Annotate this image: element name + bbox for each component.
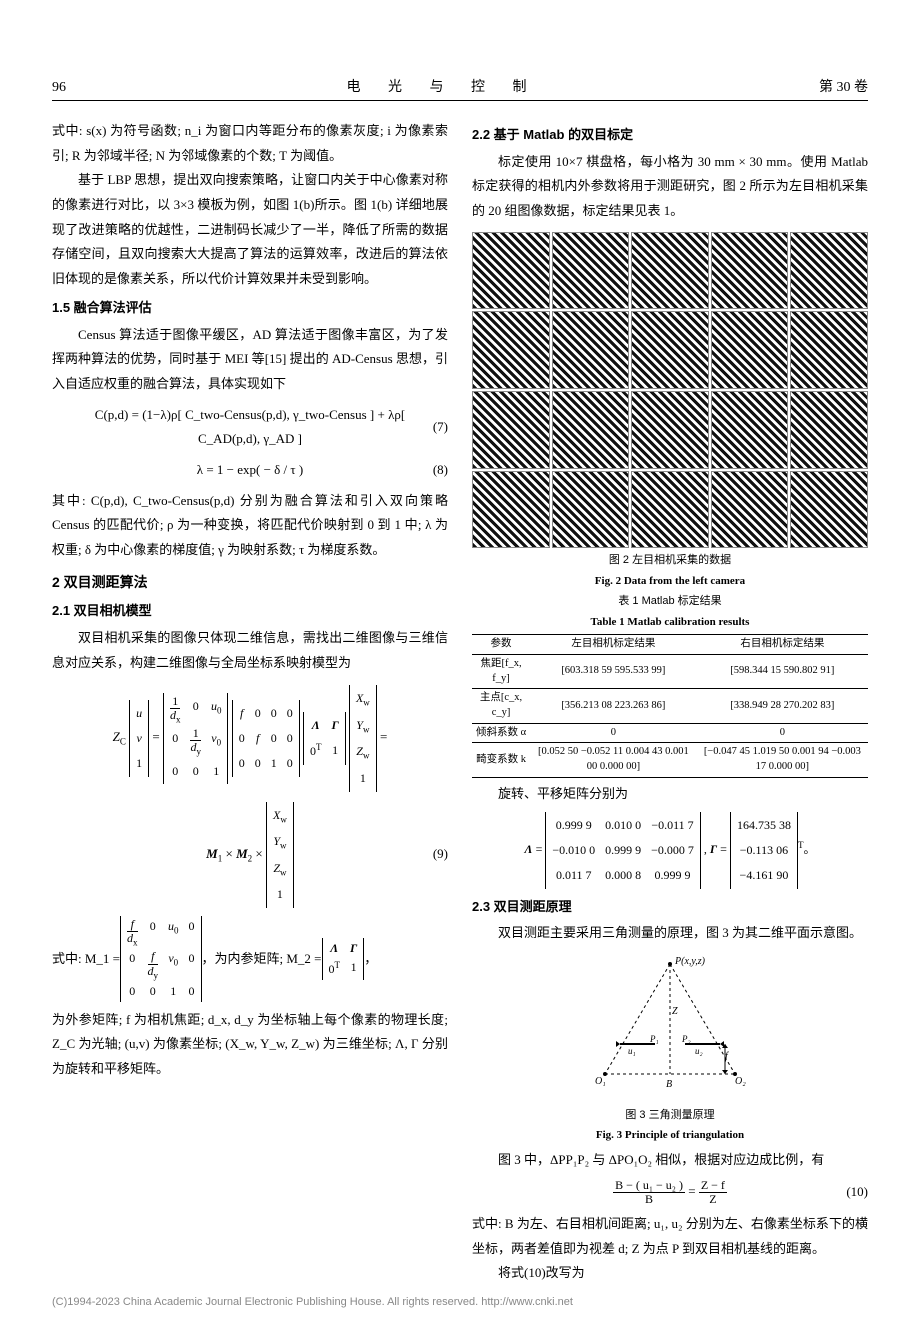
equation-number: (9) [433,842,448,867]
table-cell: [598.344 15 590.802 91] [697,654,868,688]
paragraph: 式中: M_1 = fdx0u00 0fdyv00 0010 ，为内参矩阵; M… [52,916,448,1002]
equation-10: B − ( u₁ − u₂ )B = Z − fZ (10) [472,1179,868,1206]
figure-2: 图 2 左目相机采集的数据 Fig. 2 Data from the left … [472,232,868,630]
table-header: 参数 [472,635,530,655]
section-heading: 2 双目测距算法 [52,569,448,596]
figure-caption-en: Fig. 2 Data from the left camera [472,573,868,590]
checkerboard-grid [472,232,868,548]
paragraph: 旋转、平移矩阵分别为 [472,782,868,807]
paragraph: 将式(10)改写为 [472,1261,868,1286]
svg-text:P₂: P₂ [681,1034,691,1044]
table-caption-en: Table 1 Matlab calibration results [472,614,868,631]
svg-text:f: f [725,1051,729,1062]
svg-text:P₁: P₁ [649,1034,659,1044]
figure-caption-en: Fig. 3 Principle of triangulation [472,1127,868,1144]
subsection-heading: 2.1 双目相机模型 [52,599,448,624]
equation-number: (8) [433,458,448,483]
volume: 第 30 卷 [819,76,868,96]
svg-text:O₂: O₂ [735,1076,746,1087]
svg-text:P(x,y,z): P(x,y,z) [674,956,706,967]
table-cell: 焦距[f_x, f_y] [472,654,530,688]
equation-body: ZC uv1 = 1dx0u0 01dyv0 001 f000 0f00 001… [113,685,388,791]
table-cell: [356.213 08 223.263 86] [530,689,697,723]
paragraph: 图 3 中，ΔPP₁P₂ 与 ΔPO₁O₂ 相似，根据对应边成比例，有 [472,1148,868,1173]
table-cell: 0 [697,723,868,743]
table-cell: 畸变系数 k [472,743,530,777]
equation-number: (7) [433,415,448,440]
paragraph: 标定使用 10×7 棋盘格，每小格为 30 mm × 30 mm。使用 Matl… [472,150,868,224]
paragraph: 其中: C(p,d), C_two-Census(p,d) 分别为融合算法和引入… [52,489,448,563]
equation-8: λ = 1 − exp( − δ / τ ) (8) [52,458,448,483]
paragraph: 双目测距主要采用三角测量的原理，图 3 为其二维平面示意图。 [472,921,868,946]
left-column: 式中: s(x) 为符号函数; n_i 为窗口内等距分布的像素灰度; i 为像素… [52,119,448,1286]
page-number: 96 [52,80,66,96]
svg-text:u₂: u₂ [695,1046,703,1056]
equation-number: (10) [846,1180,868,1205]
paragraph: 式中: s(x) 为符号函数; n_i 为窗口内等距分布的像素灰度; i 为像素… [52,119,448,168]
paragraph: Census 算法适于图像平缓区，AD 算法适于图像丰富区，为了发挥两种算法的优… [52,323,448,397]
journal-title: 电 光 与 控 制 [347,76,539,96]
equation-body: λ = 1 − exp( − δ / τ ) [197,458,303,483]
equation-7: C(p,d) = (1−λ)ρ[ C_two-Census(p,d), γ_tw… [52,403,448,452]
subsection-heading: 2.2 基于 Matlab 的双目标定 [472,123,868,148]
equation-9: ZC uv1 = 1dx0u0 01dyv0 001 f000 0f00 001… [52,685,448,791]
svg-text:B: B [666,1079,672,1090]
subsection-heading: 1.5 融合算法评估 [52,296,448,321]
svg-text:O₁: O₁ [595,1076,606,1087]
triangulation-diagram: P(x,y,z) Z u₁ P₁ u₂ P₂ f O₁ O₂ B [570,954,770,1094]
table-cell: 倾斜系数 α [472,723,530,743]
paragraph: 式中: B 为左、右目相机间距离; u₁, u₂ 分别为左、右像素坐标系下的横坐… [472,1212,868,1261]
figure-caption-cn: 图 3 三角测量原理 [472,1107,868,1124]
equation-9b: M1 × M2 × XwYwZw1 (9) [52,802,448,908]
subsection-heading: 2.3 双目测距原理 [472,895,868,920]
figure-3: P(x,y,z) Z u₁ P₁ u₂ P₂ f O₁ O₂ B 图 3 三角测… [472,954,868,1144]
table-cell: [0.052 50 −0.052 11 0.004 43 0.001 00 0.… [530,743,697,777]
calibration-table: 参数 左目相机标定结果 右目相机标定结果 焦距[f_x, f_y] [603.3… [472,634,868,778]
table-header: 右目相机标定结果 [697,635,868,655]
two-column-content: 式中: s(x) 为符号函数; n_i 为窗口内等距分布的像素灰度; i 为像素… [52,119,868,1286]
paragraph: 基于 LBP 思想，提出双向搜索策略，让窗口内关于中心像素对称的像素进行对比，以… [52,168,448,291]
table-caption-cn: 表 1 Matlab 标定结果 [472,593,868,610]
matrices-lambda-gamma: Λ = 0.999 90.010 0−0.011 7 −0.010 00.999… [472,812,868,888]
page-header: 96 电 光 与 控 制 第 30 卷 [52,76,868,101]
right-column: 2.2 基于 Matlab 的双目标定 标定使用 10×7 棋盘格，每小格为 3… [472,119,868,1286]
paragraph: 为外参矩阵; f 为相机焦距; d_x, d_y 为坐标轴上每个像素的物理长度;… [52,1008,448,1082]
table-cell: 0 [530,723,697,743]
svg-text:u₁: u₁ [628,1046,636,1056]
table-cell: [−0.047 45 1.019 50 0.001 94 −0.003 17 0… [697,743,868,777]
table-cell: [603.318 59 595.533 99] [530,654,697,688]
equation-body: B − ( u₁ − u₂ )B = Z − fZ [613,1179,727,1206]
equation-body: M1 × M2 × XwYwZw1 [206,802,294,908]
table-cell: [338.949 28 270.202 83] [697,689,868,723]
figure-caption-cn: 图 2 左目相机采集的数据 [472,552,868,569]
svg-text:Z: Z [672,1006,678,1017]
paragraph: 双目相机采集的图像只体现二维信息，需找出二维图像与三维信息对应关系，构建二维图像… [52,626,448,675]
equation-body: C(p,d) = (1−λ)ρ[ C_two-Census(p,d), γ_tw… [76,403,424,452]
table-header: 左目相机标定结果 [530,635,697,655]
table-cell: 主点[c_x, c_y] [472,689,530,723]
